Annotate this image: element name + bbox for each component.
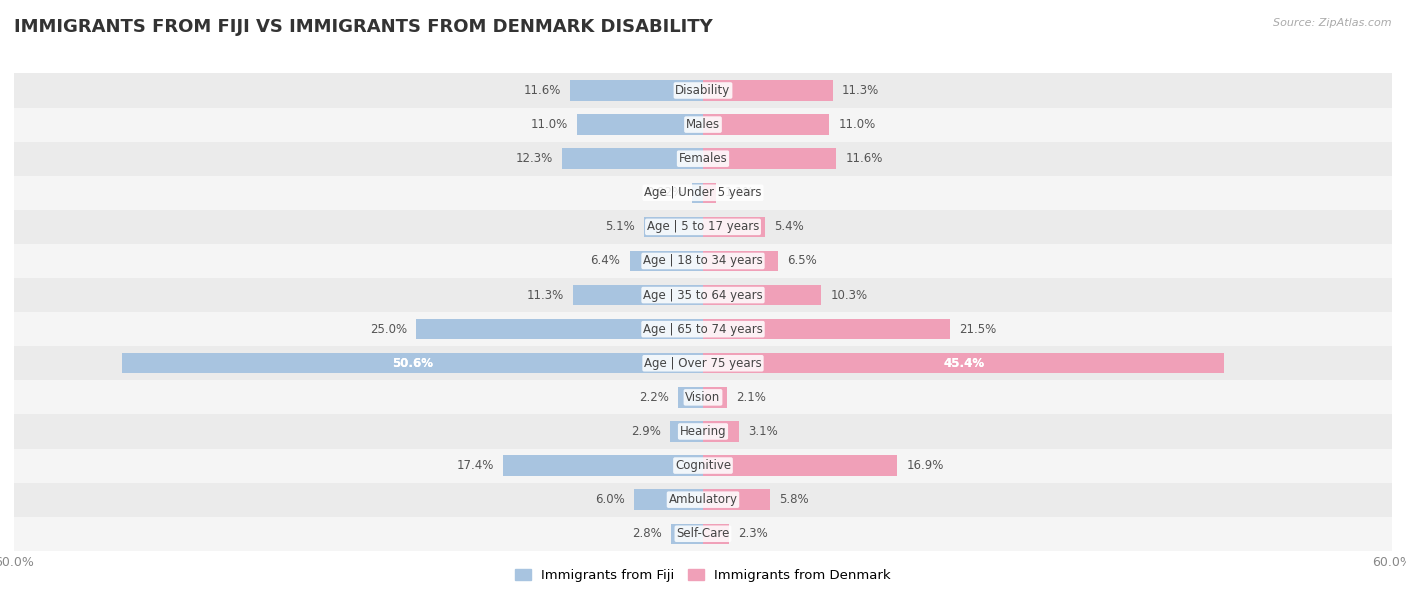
Text: Males: Males — [686, 118, 720, 131]
Bar — [14, 312, 1392, 346]
Bar — [703, 217, 765, 237]
Bar — [703, 80, 832, 101]
Bar — [692, 182, 703, 203]
Bar — [14, 176, 1392, 210]
Bar — [14, 414, 1392, 449]
Bar — [703, 285, 821, 305]
Text: Age | Over 75 years: Age | Over 75 years — [644, 357, 762, 370]
Text: 50.6%: 50.6% — [76, 357, 112, 370]
Bar — [574, 285, 703, 305]
Text: Age | 5 to 17 years: Age | 5 to 17 years — [647, 220, 759, 233]
Bar — [703, 149, 837, 169]
Bar — [122, 353, 703, 373]
Text: 6.0%: 6.0% — [595, 493, 624, 506]
Bar — [14, 517, 1392, 551]
Bar — [630, 251, 703, 271]
Bar — [1225, 346, 1392, 380]
Bar — [14, 244, 1392, 278]
Text: 2.3%: 2.3% — [738, 528, 768, 540]
Bar — [703, 455, 897, 476]
Text: Cognitive: Cognitive — [675, 459, 731, 472]
Text: Hearing: Hearing — [679, 425, 727, 438]
Text: 0.92%: 0.92% — [645, 186, 683, 200]
Text: 2.8%: 2.8% — [631, 528, 662, 540]
Text: 10.3%: 10.3% — [831, 289, 868, 302]
Bar — [14, 346, 1392, 380]
Bar — [14, 346, 122, 380]
Bar — [703, 387, 727, 408]
Text: Self-Care: Self-Care — [676, 528, 730, 540]
Text: Age | 35 to 64 years: Age | 35 to 64 years — [643, 289, 763, 302]
Bar — [644, 217, 703, 237]
Bar — [14, 449, 1392, 483]
Text: 50.6%: 50.6% — [392, 357, 433, 370]
Bar — [14, 483, 1392, 517]
Text: 11.6%: 11.6% — [845, 152, 883, 165]
Bar — [14, 141, 1392, 176]
Bar — [669, 421, 703, 442]
Bar — [14, 380, 1392, 414]
Bar — [503, 455, 703, 476]
Text: Females: Females — [679, 152, 727, 165]
Text: 11.3%: 11.3% — [842, 84, 879, 97]
Text: 11.0%: 11.0% — [530, 118, 568, 131]
Text: 11.6%: 11.6% — [523, 84, 561, 97]
Bar — [678, 387, 703, 408]
Text: Disability: Disability — [675, 84, 731, 97]
Bar — [14, 73, 1392, 108]
Bar — [14, 108, 1392, 141]
Text: Age | Under 5 years: Age | Under 5 years — [644, 186, 762, 200]
Text: 2.1%: 2.1% — [737, 391, 766, 404]
Text: 25.0%: 25.0% — [370, 323, 406, 335]
Bar — [14, 210, 1392, 244]
Bar — [569, 80, 703, 101]
Text: 1.1%: 1.1% — [725, 186, 755, 200]
Bar — [416, 319, 703, 340]
Bar — [703, 319, 950, 340]
Bar — [671, 523, 703, 544]
Text: 11.0%: 11.0% — [838, 118, 876, 131]
Text: 6.5%: 6.5% — [787, 255, 817, 267]
Bar — [562, 149, 703, 169]
Text: Ambulatory: Ambulatory — [668, 493, 738, 506]
Text: 45.4%: 45.4% — [943, 357, 984, 370]
Text: Age | 18 to 34 years: Age | 18 to 34 years — [643, 255, 763, 267]
Text: 6.4%: 6.4% — [591, 255, 620, 267]
Bar — [703, 353, 1225, 373]
Text: 45.4%: 45.4% — [943, 357, 984, 370]
Bar — [703, 182, 716, 203]
Text: 11.3%: 11.3% — [527, 289, 564, 302]
Bar — [703, 523, 730, 544]
Bar — [14, 278, 1392, 312]
Text: Source: ZipAtlas.com: Source: ZipAtlas.com — [1274, 18, 1392, 28]
Bar — [703, 251, 778, 271]
Text: 5.4%: 5.4% — [775, 220, 804, 233]
Bar — [703, 114, 830, 135]
Bar — [703, 421, 738, 442]
Text: 45.4%: 45.4% — [1233, 357, 1271, 370]
Text: 2.9%: 2.9% — [631, 425, 661, 438]
Text: Age | 65 to 74 years: Age | 65 to 74 years — [643, 323, 763, 335]
Text: 50.6%: 50.6% — [392, 357, 433, 370]
Bar — [703, 490, 769, 510]
Text: 12.3%: 12.3% — [516, 152, 553, 165]
Text: 5.8%: 5.8% — [779, 493, 808, 506]
Text: 5.1%: 5.1% — [606, 220, 636, 233]
Text: 2.2%: 2.2% — [638, 391, 669, 404]
Text: 3.1%: 3.1% — [748, 425, 778, 438]
Text: Vision: Vision — [685, 391, 721, 404]
Text: 21.5%: 21.5% — [959, 323, 997, 335]
Text: 16.9%: 16.9% — [907, 459, 943, 472]
Bar — [576, 114, 703, 135]
Text: 17.4%: 17.4% — [457, 459, 494, 472]
Text: IMMIGRANTS FROM FIJI VS IMMIGRANTS FROM DENMARK DISABILITY: IMMIGRANTS FROM FIJI VS IMMIGRANTS FROM … — [14, 18, 713, 36]
Bar — [634, 490, 703, 510]
Legend: Immigrants from Fiji, Immigrants from Denmark: Immigrants from Fiji, Immigrants from De… — [515, 569, 891, 583]
